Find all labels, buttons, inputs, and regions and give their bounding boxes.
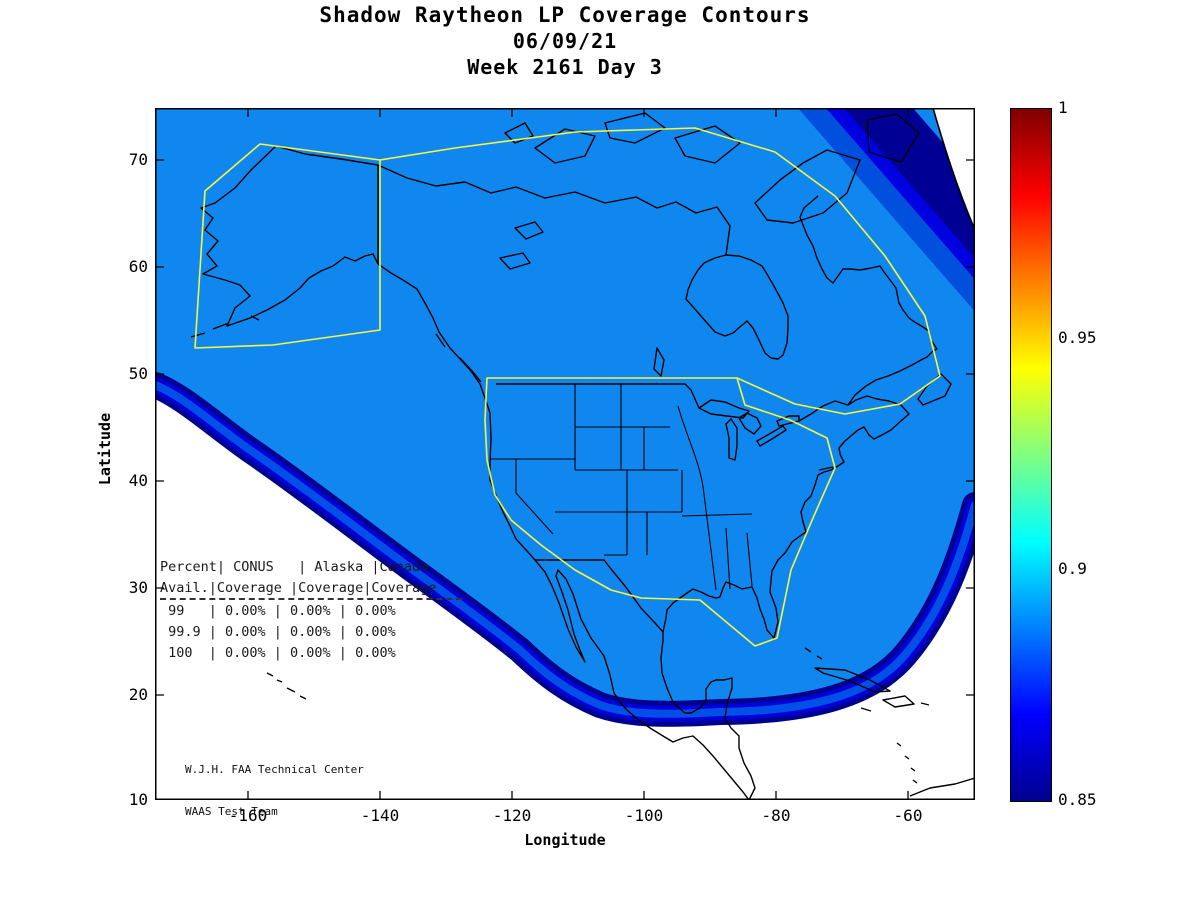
chart-title: Shadow Raytheon LP Coverage Contours — [319, 3, 811, 27]
stats-row-99: 99 | 0.00% | 0.00% | 0.00% — [160, 603, 396, 619]
stats-row-100: 100 | 0.00% | 0.00% | 0.00% — [160, 645, 396, 661]
x-tick-m100: -100 — [624, 806, 664, 825]
corner-island — [866, 113, 920, 163]
colorbar-tick-1: 1 — [1058, 98, 1068, 117]
stats-row-99-9: 99.9 | 0.00% | 0.00% | 0.00% — [160, 624, 396, 640]
alaska-north-coast — [275, 145, 379, 166]
plot-border — [155, 108, 975, 800]
pacific-coast — [377, 263, 750, 800]
long-island — [818, 466, 834, 471]
faa-annotation-line1: W.J.H. FAA Technical Center — [185, 763, 364, 776]
colorbar-tick-095: 0.95 — [1058, 328, 1097, 347]
y-tick-30: 30 — [128, 578, 148, 597]
conus-boundary — [484, 377, 836, 647]
x-tick-m120: -120 — [492, 806, 532, 825]
aleutian-islands — [190, 315, 260, 338]
colorbar-tick-09: 0.9 — [1058, 559, 1087, 578]
great-lakes — [698, 399, 800, 461]
map-plot-area — [155, 108, 975, 800]
y-tick-40: 40 — [128, 471, 148, 490]
arctic-islands — [504, 112, 741, 164]
baffin-island — [754, 149, 861, 224]
y-tick-10: 10 — [128, 790, 148, 809]
chart-date: 06/09/21 — [512, 29, 618, 53]
coverage-map-svg — [155, 108, 975, 800]
chart-week-day: Week 2161 Day 3 — [467, 55, 663, 79]
contour-bands — [155, 372, 975, 727]
y-tick-60: 60 — [128, 257, 148, 276]
hudson-bay — [685, 254, 789, 360]
greenland-no-coverage-corner — [933, 108, 975, 230]
newfoundland — [917, 373, 952, 406]
y-tick-50: 50 — [128, 364, 148, 383]
greenland-coastline — [932, 108, 975, 231]
state-borders — [490, 384, 753, 591]
hawaii-islands — [266, 672, 307, 700]
colorbar — [1010, 108, 1052, 802]
arctic-coast — [377, 164, 731, 256]
us-canada-border — [496, 383, 849, 422]
x-tick-m80: -80 — [761, 806, 791, 825]
northwest-lakes — [499, 221, 665, 377]
y-tick-20: 20 — [128, 685, 148, 704]
caribbean-islands — [804, 647, 930, 784]
y-tick-70: 70 — [128, 150, 148, 169]
chart-title-block: Shadow Raytheon LP Coverage Contours 06/… — [155, 2, 975, 80]
stats-header-1: Percent| CONUS | Alaska |Canada — [160, 559, 429, 575]
northeast-dark-band — [797, 108, 975, 312]
stats-header-2: Avail.|Coverage |Coverage|Coverage — [160, 580, 437, 596]
vancouver-island — [459, 357, 482, 383]
faa-annotation: W.J.H. FAA Technical Center WAAS Test Te… — [185, 735, 364, 833]
service-boundaries — [194, 127, 941, 647]
us-mexico-border — [535, 559, 664, 633]
faa-annotation-line2: WAAS Test Team — [185, 805, 278, 818]
stats-divider — [160, 598, 462, 600]
alaska-west-coast — [200, 145, 379, 327]
x-tick-m140: -140 — [360, 806, 400, 825]
coastlines — [190, 112, 975, 800]
south-america-coast — [909, 777, 975, 797]
x-axis-label: Longitude — [524, 831, 606, 849]
x-tick-m60: -60 — [893, 806, 923, 825]
queen-charlotte — [435, 333, 446, 348]
gulf-atlantic-coast — [660, 195, 938, 800]
colorbar-tick-085: 0.85 — [1058, 790, 1097, 809]
axis-tick-marks — [155, 108, 975, 800]
x-tick-m160: -160 — [228, 806, 268, 825]
canada-boundary — [379, 127, 941, 415]
coverage-region — [155, 108, 975, 714]
